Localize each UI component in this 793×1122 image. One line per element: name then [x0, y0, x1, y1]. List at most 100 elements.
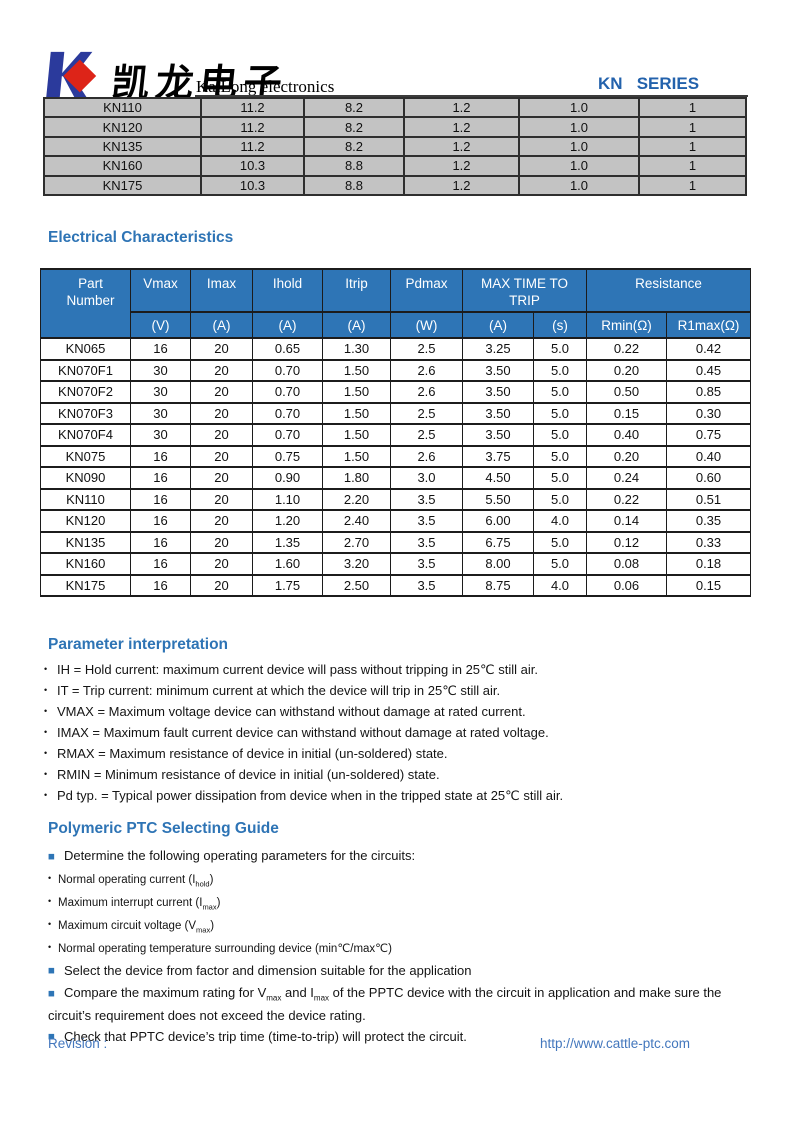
table-cell: 8.2	[303, 116, 405, 138]
table-cell: 1.2	[403, 135, 520, 158]
guide-item-text: Maximum circuit voltage (Vmax)	[58, 919, 215, 934]
table-row: KN065 16 20 0.65 1.30 2.5 3.25 5.0 0.22 0.42	[40, 337, 752, 361]
table-row: KN160 16 20 1.60 3.20 3.5 8.00 5.0 0.08 0.18	[40, 552, 752, 576]
table-cell: 20	[190, 530, 253, 554]
table-cell: 1	[638, 96, 747, 119]
guide-text-mid: and I	[281, 985, 314, 1000]
table-cell: 20	[190, 380, 253, 404]
kailong-logo-icon	[45, 51, 97, 101]
dot-bullet-icon: •	[44, 685, 48, 695]
table-cell: 2.50	[322, 573, 391, 597]
table-cell: 16	[130, 466, 191, 490]
table-cell: 1.50	[322, 358, 391, 382]
max-time-line1: MAX TIME TO	[480, 276, 569, 291]
table-cell: 0.50	[586, 380, 667, 404]
table-row: KN075 16 20 0.75 1.50 2.6 3.75 5.0 0.20 0.40	[40, 444, 752, 468]
table-cell: 0.51	[665, 487, 752, 511]
table-cell: 1	[638, 155, 747, 177]
dot-bullet-icon: •	[44, 790, 48, 800]
table-cell: 2.6	[390, 380, 463, 404]
table-cell: 5.0	[533, 487, 587, 511]
table-cell: KN175	[40, 573, 131, 597]
dot-bullet-icon: •	[48, 941, 52, 952]
guide-item: • Maximum interrupt current (Imax)	[48, 891, 762, 914]
table-cell: 1.2	[403, 174, 520, 196]
parameter-bullet-text: RMIN = Minimum resistance of device in i…	[57, 767, 440, 782]
table-cell: 0.70	[252, 380, 323, 404]
table-cell: KN120	[40, 509, 131, 533]
table-cell: 1.0	[518, 116, 640, 138]
table-cell: 1.50	[322, 380, 391, 404]
dimensions-table: KN110 11.2 8.2 1.2 1.0 1 KN120 11.2 8.2 1.2 1.0 1 KN…	[43, 96, 747, 196]
revision-label: Revision :	[48, 1036, 108, 1051]
table-cell: 4.0	[533, 573, 587, 597]
website-link[interactable]: http://www.cattle-ptc.com	[540, 1036, 691, 1051]
table-cell: 4.0	[533, 509, 587, 533]
parameter-interpretation-title: Parameter interpretation	[48, 636, 229, 653]
table-cell: 8.00	[462, 552, 534, 576]
table-cell: 1.30	[322, 337, 391, 361]
table-cell: 2.5	[390, 401, 463, 425]
subscript-text: max	[266, 993, 282, 1003]
table-cell: 30	[130, 380, 191, 404]
table-cell: 8.8	[303, 155, 405, 177]
col-header-part-number: Part Number	[40, 268, 131, 339]
table-cell: 1.10	[252, 487, 323, 511]
table-cell: 2.6	[390, 444, 463, 468]
table-cell: 0.40	[586, 423, 667, 447]
unit-w: (W)	[390, 311, 463, 339]
dot-bullet-icon: •	[44, 706, 48, 716]
guide-item: ■ Check that PPTC device’s trip time (tim…	[48, 1026, 762, 1049]
table-cell: 30	[130, 401, 191, 425]
table-row: KN175 16 20 1.75 2.50 3.5 8.75 4.0 0.06 0.15	[40, 573, 752, 597]
table-cell: 1.0	[518, 155, 640, 177]
table-cell: KN175	[43, 174, 202, 196]
col-header-ihold: Ihold	[252, 268, 323, 313]
table-cell: 6.75	[462, 530, 534, 554]
table-row: KN120 11.2 8.2 1.2 1.0 1	[43, 116, 747, 138]
table-cell: 0.14	[586, 509, 667, 533]
table-cell: 3.5	[390, 509, 463, 533]
table-cell: KN110	[40, 487, 131, 511]
table-row: KN070F2 30 20 0.70 1.50 2.6 3.50 5.0 0.50 0.85	[40, 380, 752, 404]
table-cell: 2.40	[322, 509, 391, 533]
dimensions-table-body: KN110 11.2 8.2 1.2 1.0 1 KN120 11.2 8.2 1.2 1.0 1 KN…	[43, 96, 747, 196]
table-cell: KN120	[43, 116, 202, 138]
table-cell: 2.6	[390, 358, 463, 382]
table-cell: 16	[130, 444, 191, 468]
parameter-bullet: • Pd typ. = Typical power dissipation fro…	[44, 785, 788, 806]
table-cell: 20	[190, 423, 253, 447]
table-cell: 5.0	[533, 401, 587, 425]
table-cell: 20	[190, 552, 253, 576]
table-cell: 1.0	[518, 96, 640, 119]
table-cell: 11.2	[200, 96, 305, 119]
guide-text-post: )	[210, 919, 215, 932]
table-cell: 0.22	[586, 337, 667, 361]
unit-a2: (A)	[252, 311, 323, 339]
guide-item: ■ Select the device from factor and dimen…	[48, 960, 762, 983]
table-cell: KN070F1	[40, 358, 131, 382]
table-cell: KN070F3	[40, 401, 131, 425]
table-cell: 0.30	[665, 401, 752, 425]
col-header-max-time-to-trip: MAX TIME TO TRIP	[462, 268, 587, 313]
table-cell: 0.42	[665, 337, 752, 361]
brand-english-text: KaiLong electronics	[196, 77, 335, 96]
guide-text-pre: Maximum circuit voltage (V	[58, 919, 197, 932]
table-cell: 11.2	[200, 116, 305, 138]
table-cell: 5.0	[533, 444, 587, 468]
table-cell: 2.70	[322, 530, 391, 554]
table-cell: 0.70	[252, 423, 323, 447]
table-cell: 30	[130, 358, 191, 382]
square-bullet-icon: ■	[48, 987, 55, 1000]
parameter-bullet: • VMAX = Maximum voltage device can withs…	[44, 701, 788, 722]
col-header-part-line2: Number	[66, 293, 115, 308]
col-header-itrip: Itrip	[322, 268, 391, 313]
table-cell: 0.40	[665, 444, 752, 468]
table-cell: 0.33	[665, 530, 752, 554]
subscript-text: max	[196, 924, 211, 934]
table-cell: 16	[130, 337, 191, 361]
table-row: KN160 10.3 8.8 1.2 1.0 1	[43, 155, 747, 177]
table-cell: KN135	[40, 530, 131, 554]
guide-item: ■ Determine the following operating param…	[48, 845, 762, 868]
